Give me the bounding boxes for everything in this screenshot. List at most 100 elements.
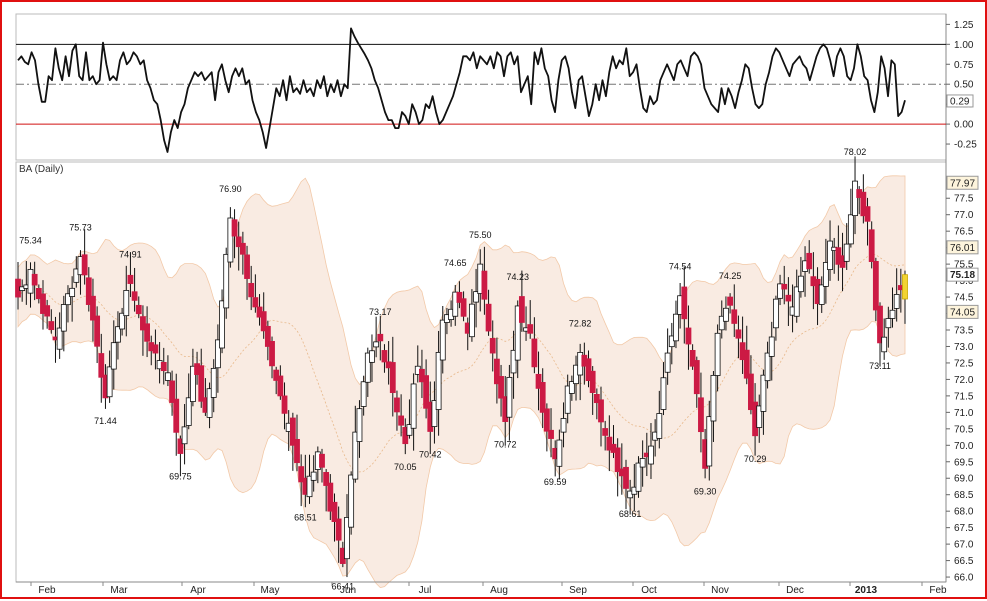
candle-body	[85, 277, 92, 305]
month-label: Aug	[490, 585, 508, 596]
candle-body	[456, 291, 463, 303]
candle-body	[198, 365, 205, 402]
candle-body	[373, 341, 380, 348]
last-price-value: 75.18	[950, 270, 975, 281]
candle-body	[165, 372, 171, 381]
upper-band-value-box	[946, 175, 979, 190]
candle-body	[289, 417, 296, 446]
price-tick-label: 67.0	[954, 540, 974, 551]
month-label: Nov	[711, 585, 729, 596]
month-label: 2013	[855, 585, 878, 596]
candle-body	[723, 307, 729, 322]
price-annotation: 73.11	[869, 361, 891, 371]
candle-body	[498, 376, 504, 399]
candle-body	[827, 240, 833, 270]
price-tick-label: 66.5	[954, 556, 974, 567]
candle-body	[214, 339, 221, 369]
candle-body	[98, 353, 105, 378]
candle-body	[473, 291, 479, 303]
candle-body	[639, 458, 646, 468]
candle-body	[369, 350, 375, 363]
candle-body	[864, 206, 871, 222]
candle-body	[556, 439, 563, 467]
candle-body	[140, 316, 146, 331]
price-tick-label: 71.5	[954, 391, 974, 402]
candle-body	[531, 338, 538, 368]
candle-body	[881, 336, 888, 353]
candle-body	[69, 287, 76, 297]
price-tick-label: 72.5	[954, 358, 974, 369]
candle-body	[602, 428, 609, 436]
candle-body	[115, 326, 121, 343]
candle-body	[510, 349, 517, 374]
candle-body	[664, 352, 671, 373]
candle-body	[518, 296, 525, 323]
candle-body	[294, 438, 300, 464]
price-annotation: 74.54	[669, 262, 692, 272]
price-annotation: 74.91	[119, 249, 142, 259]
candle-body	[306, 475, 313, 498]
candle-body	[743, 349, 750, 379]
upper-band-value: 77.97	[950, 178, 975, 189]
candle-body	[852, 180, 858, 217]
candle-body	[760, 374, 767, 412]
candle-body	[264, 325, 271, 347]
price-tick-label: 73.5	[954, 326, 974, 337]
price-tick-label: 69.0	[954, 474, 974, 485]
middle-band-value: 76.01	[950, 243, 975, 254]
candle-body	[173, 398, 180, 433]
indicator-tick-label: 0.50	[954, 80, 974, 91]
candle-body	[60, 304, 67, 332]
price-annotation: 74.23	[506, 272, 529, 282]
candle-body	[585, 358, 592, 381]
candle-body	[656, 413, 663, 439]
price-tick-label: 70.5	[954, 424, 974, 435]
candle-body	[394, 397, 400, 413]
candle-body	[169, 380, 175, 403]
candle-body	[606, 436, 613, 451]
candle-body	[685, 327, 692, 345]
candle-body	[860, 191, 867, 217]
candle-body	[818, 284, 825, 305]
candle-body	[364, 352, 371, 383]
candle-body	[485, 303, 492, 332]
candle-body	[423, 375, 430, 409]
candle-body	[598, 399, 604, 423]
candles-group	[15, 156, 908, 578]
candle-body	[277, 375, 284, 397]
indicator-tick-label: -0.25	[954, 140, 977, 151]
candle-body	[469, 303, 475, 338]
candle-body	[698, 397, 704, 433]
price-annotation: 78.02	[844, 147, 867, 157]
candle-body	[793, 286, 800, 317]
candle-body	[244, 254, 250, 279]
month-label: Mar	[110, 585, 128, 596]
candle-body	[902, 274, 908, 300]
candle-body	[177, 438, 184, 454]
candle-body	[310, 471, 317, 481]
candle-body	[94, 315, 101, 347]
month-label: Jun	[340, 585, 356, 596]
month-label: May	[261, 585, 280, 596]
candle-body	[381, 350, 388, 363]
candle-body	[877, 305, 883, 344]
candle-body	[764, 352, 771, 382]
candle-body	[235, 236, 242, 248]
candle-body	[44, 305, 51, 317]
candle-body	[31, 273, 38, 286]
candle-body	[239, 242, 246, 255]
month-label: Jul	[419, 585, 432, 596]
candle-body	[389, 362, 396, 393]
candle-body	[773, 298, 779, 329]
candle-body	[410, 383, 417, 429]
candle-body	[539, 382, 546, 413]
candle-body	[785, 294, 792, 302]
candle-body	[135, 304, 142, 315]
candle-body	[756, 405, 763, 428]
candle-body	[735, 329, 742, 339]
candle-body	[360, 381, 367, 407]
candle-body	[648, 445, 654, 465]
candle-body	[56, 327, 63, 350]
